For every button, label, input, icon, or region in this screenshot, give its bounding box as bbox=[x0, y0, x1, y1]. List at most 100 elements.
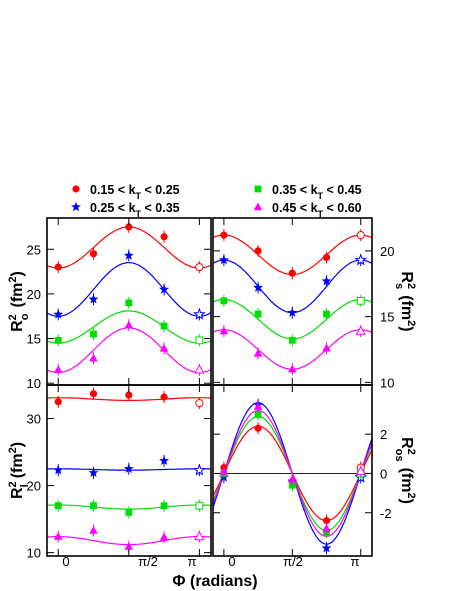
data-point bbox=[54, 263, 62, 271]
y-tick-label: 20 bbox=[380, 244, 394, 259]
legend-label: 0.35 < kT < 0.45 bbox=[272, 183, 362, 201]
legend-marker-circle bbox=[72, 185, 80, 193]
data-point bbox=[254, 247, 262, 255]
x-axis-label: Φ (radians) bbox=[172, 573, 257, 590]
data-point bbox=[54, 398, 62, 406]
data-point bbox=[123, 250, 134, 260]
y-tick-label: 0 bbox=[380, 466, 387, 481]
data-point bbox=[321, 542, 332, 553]
data-point bbox=[89, 353, 98, 362]
data-point bbox=[219, 326, 229, 335]
data-point bbox=[89, 526, 98, 534]
x-tick-label-pi: π bbox=[188, 554, 197, 569]
data-point bbox=[194, 531, 205, 541]
y-tick-label: 10 bbox=[27, 546, 41, 561]
panels: 10152025R2o(fm2)101520R2s(fm2)102030R2l(… bbox=[7, 217, 417, 561]
data-point bbox=[218, 254, 229, 265]
x-tick-label-0: 0 bbox=[62, 554, 69, 569]
data-point bbox=[53, 365, 63, 374]
data-point bbox=[220, 231, 228, 239]
data-point bbox=[219, 466, 229, 475]
y-tick-label: 2 bbox=[380, 427, 387, 442]
y-axis-label: R2os(fm2) bbox=[393, 437, 417, 504]
panel-r2-outside: -2 0 2 R2os(fm2) bbox=[212, 384, 417, 557]
legend-marker-triangle bbox=[253, 202, 263, 211]
data-point bbox=[254, 310, 262, 318]
data-point bbox=[322, 343, 331, 352]
data-point bbox=[160, 502, 168, 510]
plot-frame bbox=[212, 217, 373, 386]
y-tick-label: -2 bbox=[380, 506, 392, 521]
data-point bbox=[253, 348, 263, 357]
panel-r2-out: 10 15 20 25 R2o(fm2) bbox=[7, 217, 212, 391]
x-tick-label-pi-half: π/2 bbox=[138, 554, 158, 569]
data-point bbox=[253, 402, 263, 410]
data-point bbox=[288, 336, 296, 344]
fit-curve bbox=[46, 327, 212, 374]
data-point bbox=[88, 467, 99, 478]
data-point bbox=[288, 364, 297, 373]
data-point bbox=[254, 424, 262, 432]
data-point bbox=[125, 391, 133, 399]
y-tick-label: 20 bbox=[27, 287, 41, 302]
y-tick-label: 20 bbox=[27, 479, 41, 494]
data-point bbox=[125, 223, 133, 231]
data-point bbox=[53, 309, 64, 319]
legend-marker-square bbox=[254, 185, 262, 193]
data-point bbox=[159, 284, 170, 294]
legend-label: 0.15 < kT < 0.25 bbox=[90, 183, 180, 201]
x-tick-label-0-right: 0 bbox=[228, 554, 235, 569]
y-tick-label: 15 bbox=[27, 332, 41, 347]
data-point bbox=[288, 474, 297, 483]
data-point bbox=[54, 502, 62, 510]
data-point bbox=[124, 320, 134, 329]
data-point bbox=[160, 393, 168, 401]
y-axis-label: R2l(fm2) bbox=[7, 442, 31, 499]
panel-r2-side: 10 15 20 R2s(fm2) bbox=[212, 217, 417, 390]
data-point bbox=[125, 299, 133, 307]
y-tick-label: 30 bbox=[27, 412, 41, 427]
data-point bbox=[160, 322, 168, 330]
data-point bbox=[54, 336, 62, 344]
y-tick-label: 15 bbox=[380, 310, 394, 325]
y-axis-label: R2o(fm2) bbox=[7, 271, 31, 332]
data-point bbox=[89, 250, 98, 258]
data-point bbox=[322, 517, 331, 525]
data-point bbox=[287, 307, 298, 317]
data-point bbox=[356, 296, 365, 305]
data-point bbox=[160, 233, 168, 241]
data-point bbox=[195, 263, 204, 272]
data-point bbox=[195, 399, 204, 408]
data-point bbox=[321, 275, 332, 286]
data-point bbox=[193, 307, 206, 320]
data-point bbox=[288, 269, 296, 277]
data-point bbox=[90, 502, 97, 510]
data-point bbox=[322, 523, 331, 532]
data-point bbox=[254, 411, 262, 418]
data-point bbox=[253, 282, 264, 292]
data-point bbox=[354, 253, 368, 266]
legend-marker-star bbox=[71, 201, 81, 212]
fit-curve bbox=[46, 262, 212, 317]
data-point bbox=[356, 230, 365, 240]
data-point bbox=[159, 532, 169, 541]
legend-label: 0.25 < kT < 0.35 bbox=[90, 201, 180, 219]
data-point bbox=[89, 390, 98, 398]
data-point bbox=[159, 343, 169, 352]
data-point bbox=[123, 463, 134, 474]
y-tick-label: 10 bbox=[27, 376, 41, 391]
fit-curve bbox=[46, 226, 212, 269]
data-point bbox=[193, 463, 206, 476]
legend-label: 0.45 < kT < 0.60 bbox=[272, 201, 362, 219]
data-point bbox=[194, 364, 205, 374]
data-point bbox=[159, 455, 170, 465]
plot-frame bbox=[212, 384, 373, 557]
data-point bbox=[195, 336, 204, 345]
data-point bbox=[355, 325, 366, 335]
data-point bbox=[220, 297, 228, 305]
data-point bbox=[125, 509, 133, 516]
x-tick-label-pi-half-right: π/2 bbox=[283, 554, 303, 569]
legend: 0.15 < kT < 0.250.25 < kT < 0.35 0.35 < k… bbox=[71, 183, 362, 219]
y-tick-label: 10 bbox=[380, 375, 394, 390]
